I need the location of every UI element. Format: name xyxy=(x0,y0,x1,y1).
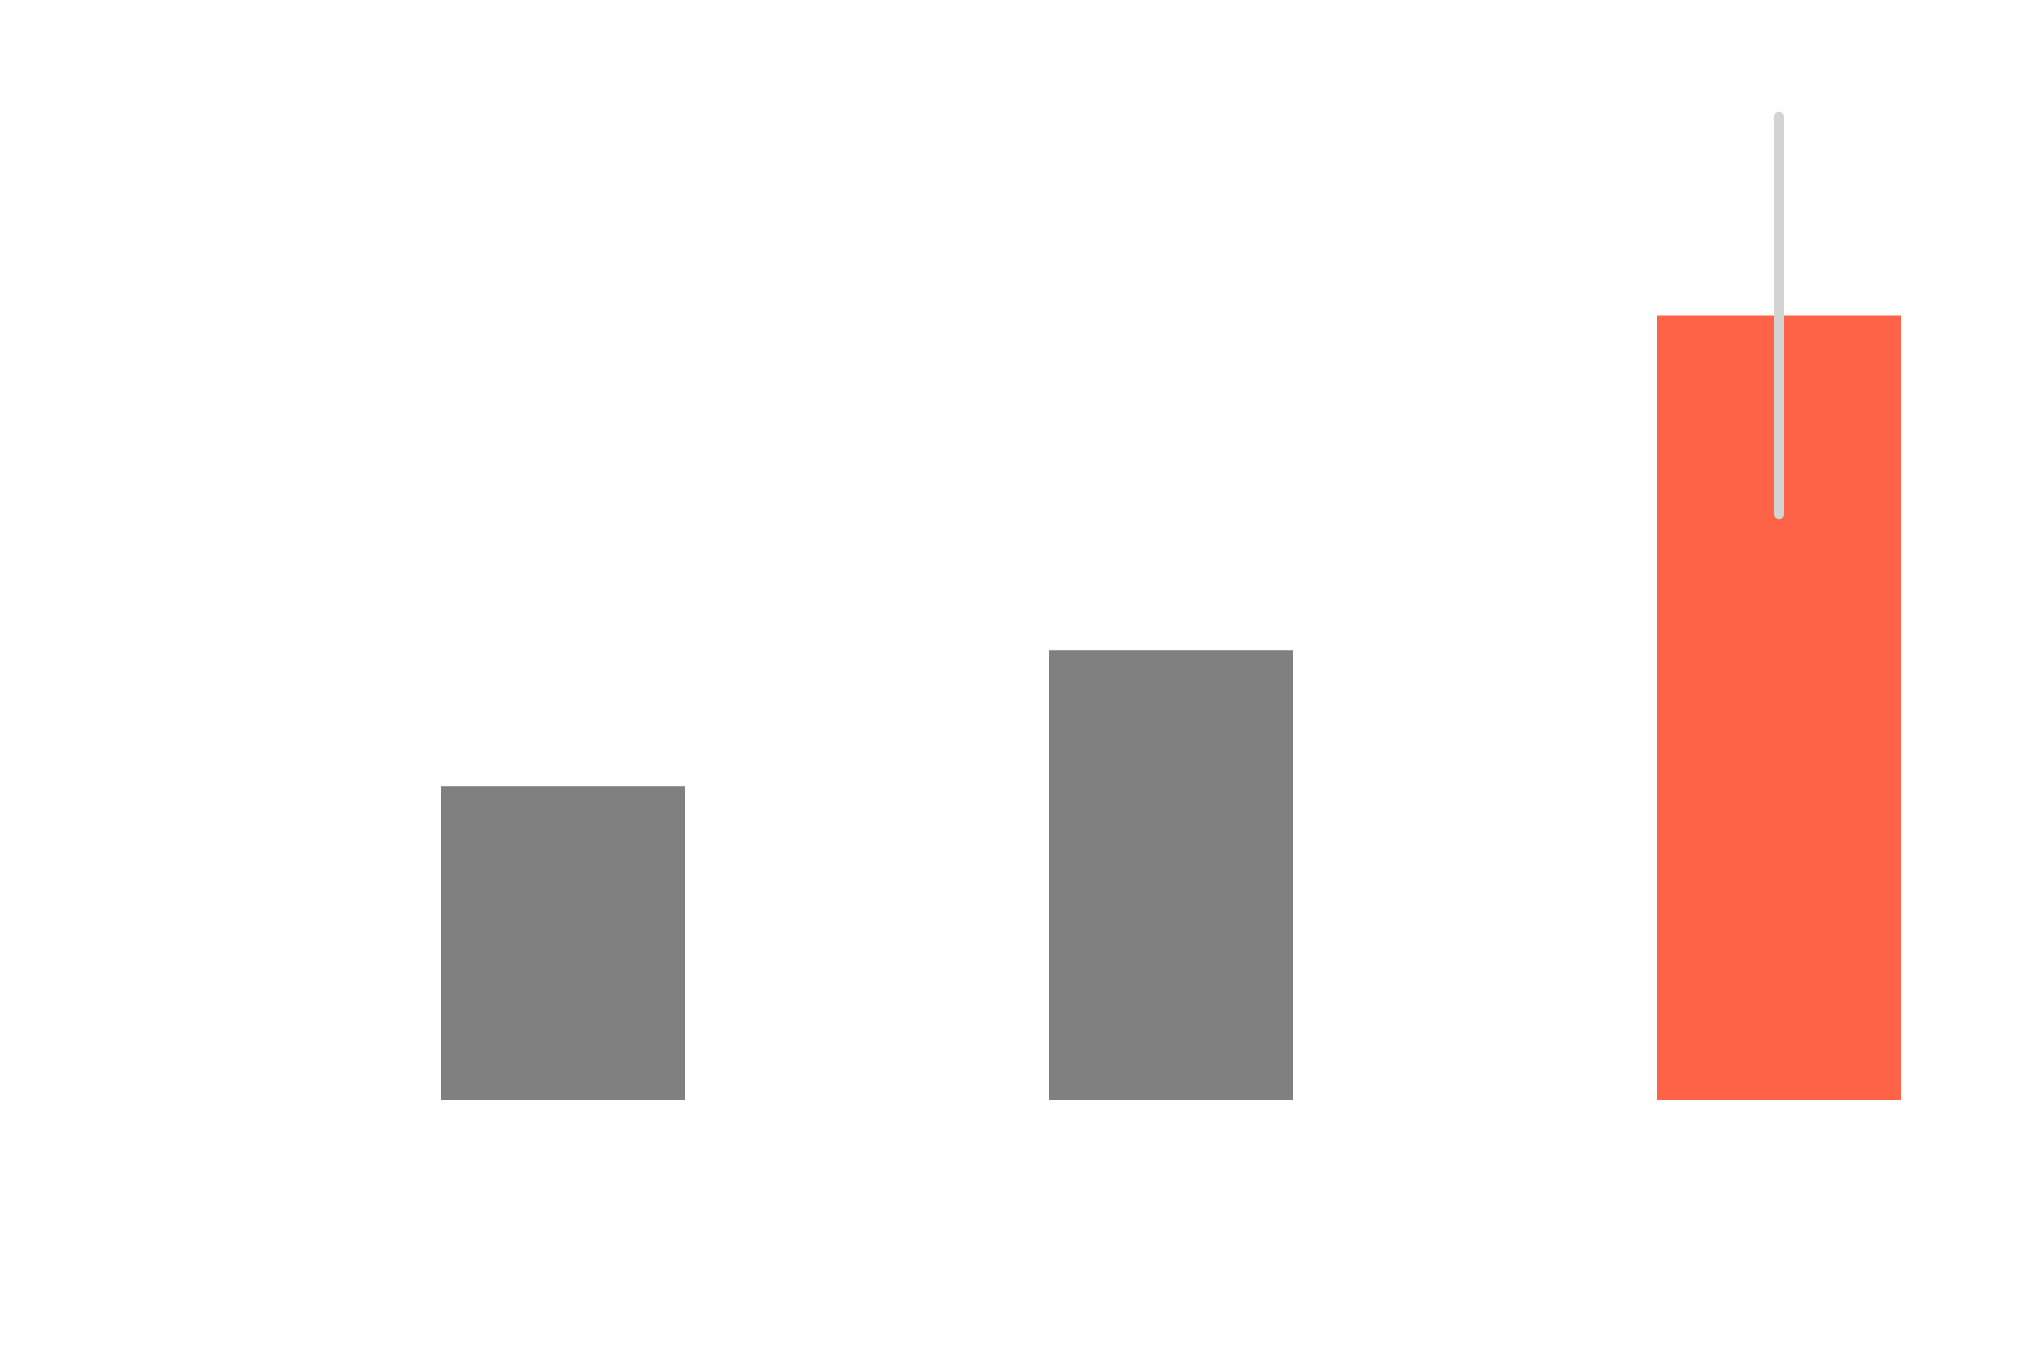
error-bar-top-cap xyxy=(1774,116,1784,125)
bar-2 xyxy=(1049,650,1293,1100)
bar-1 xyxy=(441,786,685,1100)
